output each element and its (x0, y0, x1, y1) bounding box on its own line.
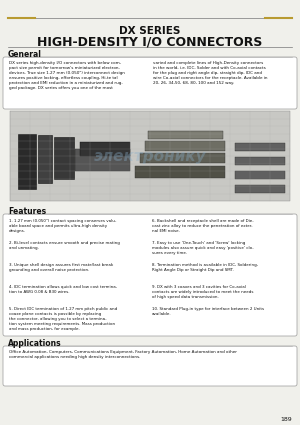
FancyBboxPatch shape (140, 153, 225, 163)
FancyBboxPatch shape (3, 346, 297, 386)
Text: 2. Bi-level contacts ensure smooth and precise mating
and unmating.: 2. Bi-level contacts ensure smooth and p… (9, 241, 120, 250)
FancyBboxPatch shape (135, 166, 225, 178)
Text: Office Automation, Computers, Communications Equipment, Factory Automation, Home: Office Automation, Computers, Communicat… (9, 350, 237, 359)
FancyBboxPatch shape (3, 57, 297, 109)
Text: 3. Unique shell design assures first mate/last break
grounding and overall noise: 3. Unique shell design assures first mat… (9, 263, 113, 272)
Text: 6. Backshell and receptacle shell are made of Die-
cast zinc alloy to reduce the: 6. Backshell and receptacle shell are ma… (152, 219, 254, 233)
Text: 1. 1.27 mm (0.050") contact spacing conserves valu-
able board space and permits: 1. 1.27 mm (0.050") contact spacing cons… (9, 219, 116, 233)
Text: DX series high-density I/O connectors with below com-
pact size permit for tomor: DX series high-density I/O connectors wi… (9, 61, 125, 90)
FancyBboxPatch shape (148, 131, 223, 139)
FancyBboxPatch shape (235, 157, 285, 165)
Text: 4. IDC termination allows quick and low cost termina-
tion to AWG 0.08 & B30 wir: 4. IDC termination allows quick and low … (9, 285, 117, 294)
Text: 9. DX with 3 coaxes and 3 cavities for Co-axial
contacts are widely introduced t: 9. DX with 3 coaxes and 3 cavities for C… (152, 285, 254, 299)
FancyBboxPatch shape (10, 111, 290, 201)
FancyBboxPatch shape (235, 185, 285, 193)
Text: DX SERIES: DX SERIES (119, 26, 181, 36)
Text: 7. Easy to use 'One-Touch' and 'Screw' locking
modules also assure quick and eas: 7. Easy to use 'One-Touch' and 'Screw' l… (152, 241, 254, 255)
FancyBboxPatch shape (38, 135, 52, 183)
Text: Applications: Applications (8, 339, 62, 348)
FancyBboxPatch shape (3, 214, 297, 336)
Text: HIGH-DENSITY I/O CONNECTORS: HIGH-DENSITY I/O CONNECTORS (37, 35, 263, 48)
Text: 5. Direct IDC termination of 1.27 mm pitch public and
coaxe plane contacts is po: 5. Direct IDC termination of 1.27 mm pit… (9, 307, 117, 331)
FancyBboxPatch shape (80, 142, 130, 156)
Text: 189: 189 (280, 417, 292, 422)
Text: Features: Features (8, 207, 46, 216)
Text: 8. Termination method is available in IDC, Soldering,
Right Angle Dip or Straigh: 8. Termination method is available in ID… (152, 263, 258, 272)
FancyBboxPatch shape (235, 143, 285, 151)
Text: электронику: электронику (94, 148, 206, 164)
FancyBboxPatch shape (145, 141, 225, 151)
FancyBboxPatch shape (235, 171, 285, 179)
Text: 10. Standard Plug-in type for interface between 2 Units
available.: 10. Standard Plug-in type for interface … (152, 307, 264, 316)
Text: varied and complete lines of High-Density connectors
in the world, i.e. IDC, Sol: varied and complete lines of High-Densit… (153, 61, 268, 85)
FancyBboxPatch shape (54, 137, 74, 179)
Text: General: General (8, 50, 42, 59)
FancyBboxPatch shape (18, 134, 36, 189)
FancyBboxPatch shape (75, 149, 130, 171)
